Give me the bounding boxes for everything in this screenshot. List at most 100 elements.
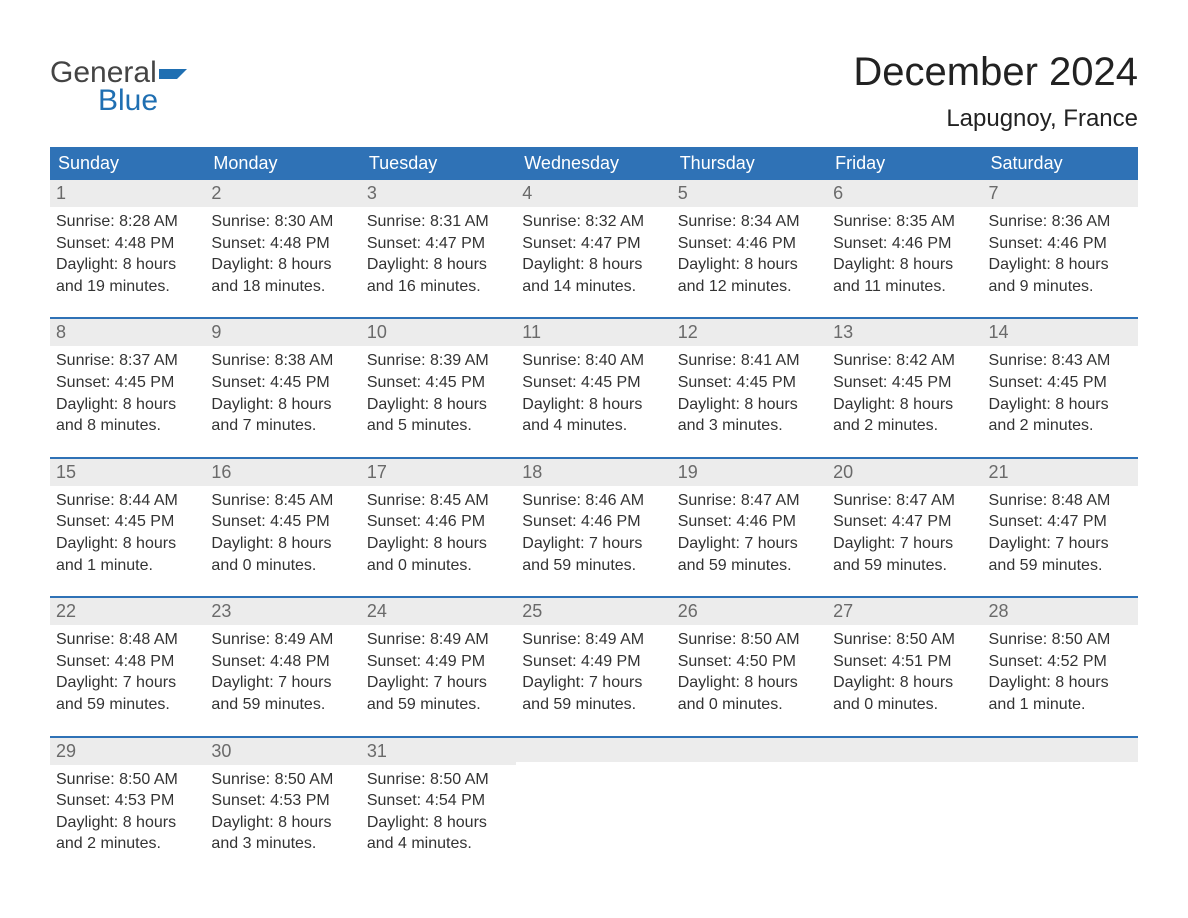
day-details: Sunrise: 8:37 AMSunset: 4:45 PMDaylight:… [50,346,205,442]
weekday-header: Sunday [50,147,205,180]
day-detail-line: and 12 minutes. [678,276,821,298]
day-detail-line: Daylight: 8 hours [833,254,976,276]
day-detail-line: and 3 minutes. [678,415,821,437]
day-detail-line: Daylight: 8 hours [989,394,1132,416]
day-details: Sunrise: 8:34 AMSunset: 4:46 PMDaylight:… [672,207,827,303]
day-detail-line: Daylight: 8 hours [56,254,199,276]
day-detail-line: and 59 minutes. [56,694,199,716]
day-detail-line: Sunrise: 8:38 AM [211,350,354,372]
day-number: 30 [211,741,231,761]
day-details: Sunrise: 8:49 AMSunset: 4:49 PMDaylight:… [361,625,516,721]
day-detail-line: Daylight: 8 hours [56,394,199,416]
day-number: 28 [989,601,1009,621]
day-number: 26 [678,601,698,621]
header: General Blue December 2024 Lapugnoy, Fra… [50,50,1138,133]
day-detail-line: and 0 minutes. [211,555,354,577]
calendar-day [672,738,827,861]
logo-text-blue: Blue [50,84,187,118]
day-details: Sunrise: 8:50 AMSunset: 4:53 PMDaylight:… [205,765,360,861]
day-detail-line: Sunset: 4:47 PM [522,233,665,255]
day-details: Sunrise: 8:49 AMSunset: 4:49 PMDaylight:… [516,625,671,721]
empty-day-strip [516,738,671,762]
empty-day-strip [983,738,1138,762]
day-detail-line: and 18 minutes. [211,276,354,298]
calendar-day: 9 Sunrise: 8:38 AMSunset: 4:45 PMDaylight… [205,319,360,442]
day-number: 23 [211,601,231,621]
day-number: 8 [56,322,66,342]
day-number: 11 [522,322,541,342]
day-detail-line: Sunset: 4:45 PM [522,372,665,394]
day-detail-line: Sunset: 4:45 PM [678,372,821,394]
calendar-day: 3Sunrise: 8:31 AMSunset: 4:47 PMDaylight… [361,180,516,303]
day-number: 18 [522,462,542,482]
day-detail-line: Sunrise: 8:42 AM [833,350,976,372]
day-details: Sunrise: 8:50 AMSunset: 4:50 PMDaylight:… [672,625,827,721]
day-number: 17 [367,462,387,482]
day-detail-line: and 59 minutes. [522,555,665,577]
location: Lapugnoy, France [853,105,1138,133]
day-details: Sunrise: 8:50 AMSunset: 4:52 PMDaylight:… [983,625,1138,721]
day-detail-line: Daylight: 8 hours [522,254,665,276]
day-details: Sunrise: 8:42 AMSunset: 4:45 PMDaylight:… [827,346,982,442]
day-number: 14 [989,322,1009,342]
day-detail-line: Sunrise: 8:50 AM [833,629,976,651]
day-detail-line: Sunset: 4:45 PM [211,372,354,394]
day-details: Sunrise: 8:30 AMSunset: 4:48 PMDaylight:… [205,207,360,303]
day-detail-line: Sunset: 4:46 PM [678,511,821,533]
weekday-header: Thursday [672,147,827,180]
day-detail-line: Sunset: 4:46 PM [367,511,510,533]
day-details: Sunrise: 8:40 AMSunset: 4:45 PMDaylight:… [516,346,671,442]
day-detail-line: Sunset: 4:48 PM [211,651,354,673]
day-detail-line: Sunrise: 8:28 AM [56,211,199,233]
calendar-day: 1 Sunrise: 8:28 AMSunset: 4:48 PMDaylight… [50,180,205,303]
day-number: 1 [56,183,66,203]
day-detail-line: Daylight: 8 hours [678,672,821,694]
calendar-day: 2Sunrise: 8:30 AMSunset: 4:48 PMDaylight… [205,180,360,303]
day-detail-line: Sunset: 4:49 PM [522,651,665,673]
day-detail-line: Daylight: 8 hours [211,394,354,416]
day-detail-line: and 11 minutes. [833,276,976,298]
day-detail-line: Sunrise: 8:48 AM [989,490,1132,512]
day-detail-line: Daylight: 8 hours [833,672,976,694]
day-detail-line: and 5 minutes. [367,415,510,437]
calendar-day: 14Sunrise: 8:43 AMSunset: 4:45 PMDayligh… [983,319,1138,442]
day-detail-line: Daylight: 8 hours [833,394,976,416]
calendar-week: 8 Sunrise: 8:37 AMSunset: 4:45 PMDaylight… [50,317,1138,442]
day-detail-line: and 59 minutes. [522,694,665,716]
day-detail-line: and 19 minutes. [56,276,199,298]
day-details: Sunrise: 8:49 AMSunset: 4:48 PMDaylight:… [205,625,360,721]
day-detail-line: and 59 minutes. [211,694,354,716]
day-detail-line: Sunrise: 8:34 AM [678,211,821,233]
day-detail-line: and 1 minute. [989,694,1132,716]
day-number: 19 [678,462,698,482]
day-detail-line: Sunrise: 8:36 AM [989,211,1132,233]
day-detail-line: Sunrise: 8:40 AM [522,350,665,372]
calendar-week: 1 Sunrise: 8:28 AMSunset: 4:48 PMDaylight… [50,180,1138,303]
day-detail-line: Sunset: 4:46 PM [522,511,665,533]
day-number: 29 [56,741,76,761]
day-detail-line: and 0 minutes. [678,694,821,716]
day-details: Sunrise: 8:50 AMSunset: 4:53 PMDaylight:… [50,765,205,861]
day-details: Sunrise: 8:28 AMSunset: 4:48 PMDaylight:… [50,207,205,303]
day-detail-line: Daylight: 7 hours [522,533,665,555]
day-detail-line: Sunset: 4:45 PM [211,511,354,533]
day-detail-line: Sunset: 4:50 PM [678,651,821,673]
day-detail-line: Sunset: 4:47 PM [367,233,510,255]
day-detail-line: Daylight: 8 hours [211,812,354,834]
day-number: 9 [211,322,221,342]
calendar-day: 6Sunrise: 8:35 AMSunset: 4:46 PMDaylight… [827,180,982,303]
day-detail-line: Sunrise: 8:41 AM [678,350,821,372]
calendar-day: 30 Sunrise: 8:50 AMSunset: 4:53 PMDayligh… [205,738,360,861]
day-number: 4 [522,183,532,203]
day-number: 5 [678,183,688,203]
month-title: December 2024 [853,50,1138,95]
day-detail-line: Daylight: 7 hours [989,533,1132,555]
calendar-day [516,738,671,861]
day-detail-line: and 0 minutes. [833,694,976,716]
calendar-day: 4Sunrise: 8:32 AMSunset: 4:47 PMDaylight… [516,180,671,303]
day-detail-line: and 7 minutes. [211,415,354,437]
calendar-day: 22Sunrise: 8:48 AMSunset: 4:48 PMDayligh… [50,598,205,721]
day-detail-line: Daylight: 7 hours [56,672,199,694]
day-details: Sunrise: 8:38 AMSunset: 4:45 PMDaylight:… [205,346,360,442]
day-detail-line: and 2 minutes. [56,833,199,855]
